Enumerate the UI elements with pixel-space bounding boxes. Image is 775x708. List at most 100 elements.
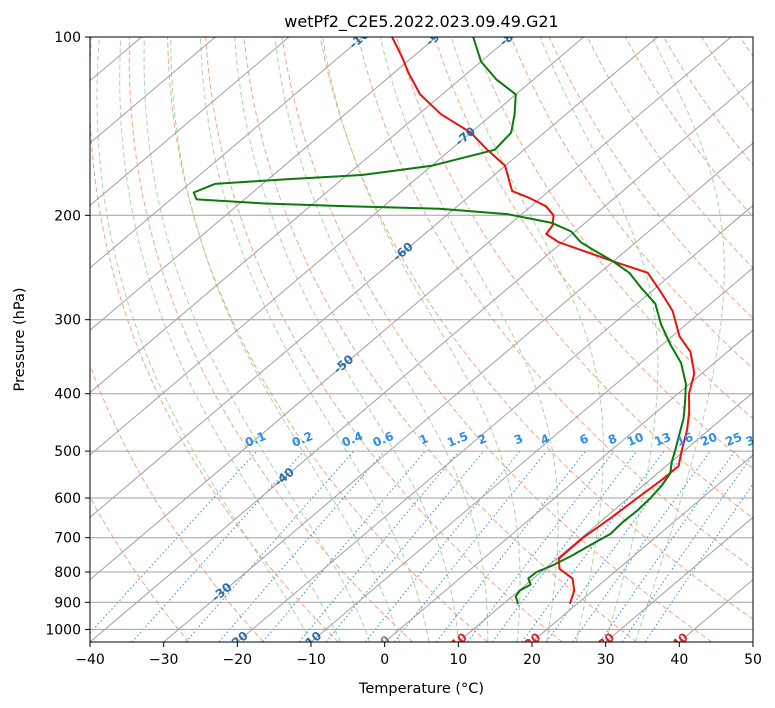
y-axis-label: Pressure (hPa): [12, 287, 28, 391]
profile-series: [192, 37, 696, 605]
moist-adiabat-line: [539, 37, 659, 642]
moist-adiabat-line: [199, 37, 430, 642]
mixing-ratio-line: [185, 450, 355, 642]
x-tick-label: 40: [670, 652, 688, 668]
dry-adiabat-line: [357, 37, 753, 570]
isotherm-line: [163, 142, 753, 642]
isotherm-line: [605, 516, 753, 642]
dry-adiabat-line: [205, 37, 563, 642]
dry-adiabats: [90, 37, 753, 642]
x-axis-label: Temperature (°C): [358, 681, 484, 697]
chart-title: wetPf2_C2E5.2022.023.09.49.G21: [284, 12, 558, 32]
isotherm-line: [90, 80, 753, 642]
plot-frame: [89, 36, 754, 643]
mixing-ratio-line: [572, 450, 711, 642]
mixing-ratio-line: [521, 450, 665, 642]
mixing-ratio-lines: [90, 450, 753, 642]
moist-adiabat-line: [274, 37, 489, 642]
dry-adiabat-line: [90, 363, 264, 642]
y-tick-label: 700: [54, 531, 81, 547]
y-tick-label: 1000: [45, 622, 81, 638]
x-tick-label: −40: [75, 652, 105, 668]
dry-adiabat-line: [167, 37, 488, 642]
dry-adiabat-line: [548, 37, 753, 320]
temperature-profile-line: [391, 37, 696, 605]
dry-adiabat-line: [243, 37, 638, 642]
plot-area: [90, 37, 753, 642]
isotherm-line: [457, 391, 753, 642]
mixing-ratio-line: [599, 450, 736, 642]
dry-adiabat-line: [281, 37, 712, 642]
moist-adiabat-line: [234, 37, 459, 642]
dry-adiabat-line: [90, 37, 339, 642]
x-tick-label: 50: [744, 652, 762, 668]
mixing-ratio-label: 16: [674, 430, 695, 449]
moist-adiabat-line: [143, 37, 371, 642]
y-tick-label: 200: [54, 208, 81, 224]
isotherm-label: -80: [497, 24, 523, 49]
dry-adiabat-line: [434, 37, 753, 469]
y-tick-label: 800: [54, 565, 81, 581]
mixing-ratio-line: [131, 450, 305, 642]
y-tick-label: 100: [54, 30, 81, 46]
x-tick-label: 30: [597, 652, 615, 668]
isotherm-line: [90, 37, 290, 207]
mixing-ratio-line: [393, 450, 547, 642]
x-tick-label: 20: [523, 652, 541, 668]
moist-adiabat-line: [322, 37, 521, 642]
mixing-ratio-line: [364, 450, 521, 642]
moist-adiabat-line: [634, 37, 725, 642]
mixing-ratio-label: 10: [625, 430, 646, 449]
isotherm-line: [90, 37, 216, 144]
mixing-ratio-line: [467, 450, 615, 642]
isotherm-line: [90, 37, 437, 331]
isotherm-label: 0: [378, 633, 393, 649]
isotherm-line: [531, 454, 753, 642]
y-tick-label: 500: [54, 444, 81, 460]
mixing-ratio-label: 30: [744, 430, 765, 449]
isotherm-label: 10: [448, 630, 470, 651]
isotherm-line: [0, 37, 68, 642]
mixing-ratio-label: 36: [765, 430, 775, 449]
x-tick-label: −20: [223, 652, 253, 668]
mixing-ratio-line: [90, 450, 258, 634]
isotherm-line: [90, 37, 511, 394]
isotherms: [0, 37, 753, 642]
isotherm-line: [90, 37, 585, 456]
mixing-ratio-line: [325, 450, 485, 642]
isotherm-line: [90, 37, 658, 518]
moist-adiabat-line: [450, 37, 604, 642]
mixing-ratio-line: [644, 483, 753, 642]
isotherm-line: [90, 37, 732, 581]
isotherm-label: -90: [423, 24, 449, 49]
isotherm-label: 40: [669, 630, 691, 651]
mixing-ratio-label: 25: [723, 430, 744, 449]
isotherm-line: [384, 329, 753, 642]
x-tick-label: −10: [296, 652, 326, 668]
y-tick-label: 900: [54, 595, 81, 611]
mixing-ratio-line: [621, 453, 753, 642]
mixing-ratio-line: [298, 450, 460, 642]
isotherm-label: 20: [522, 630, 544, 651]
y-axis-ticks: 100 200 300 400 500 600 700 800 900 1000: [45, 30, 90, 638]
dry-adiabat-line: [319, 37, 753, 620]
mixing-ratio-line: [545, 450, 687, 642]
x-tick-label: 10: [449, 652, 467, 668]
y-tick-label: 600: [54, 491, 81, 507]
y-tick-label: 300: [54, 313, 81, 329]
mixing-ratio-label: 13: [652, 430, 673, 449]
isotherm-line: [236, 204, 753, 642]
isotherm-line: [752, 641, 753, 642]
y-tick-label: 400: [54, 387, 81, 403]
x-tick-label: −30: [149, 652, 179, 668]
mixing-ratio-label: 20: [699, 430, 720, 449]
dry-adiabat-line: [472, 37, 753, 420]
moist-adiabat-line: [119, 37, 341, 642]
x-tick-label: 0: [380, 652, 389, 668]
x-axis-ticks: −40 −30 −20 −10 0 10 20 30 40 50: [75, 642, 762, 668]
dewpoint-profile-line: [192, 37, 687, 605]
isotherm-line: [90, 37, 364, 269]
isobar-grid: [90, 214, 753, 630]
moist-adiabat-line: [170, 37, 400, 642]
